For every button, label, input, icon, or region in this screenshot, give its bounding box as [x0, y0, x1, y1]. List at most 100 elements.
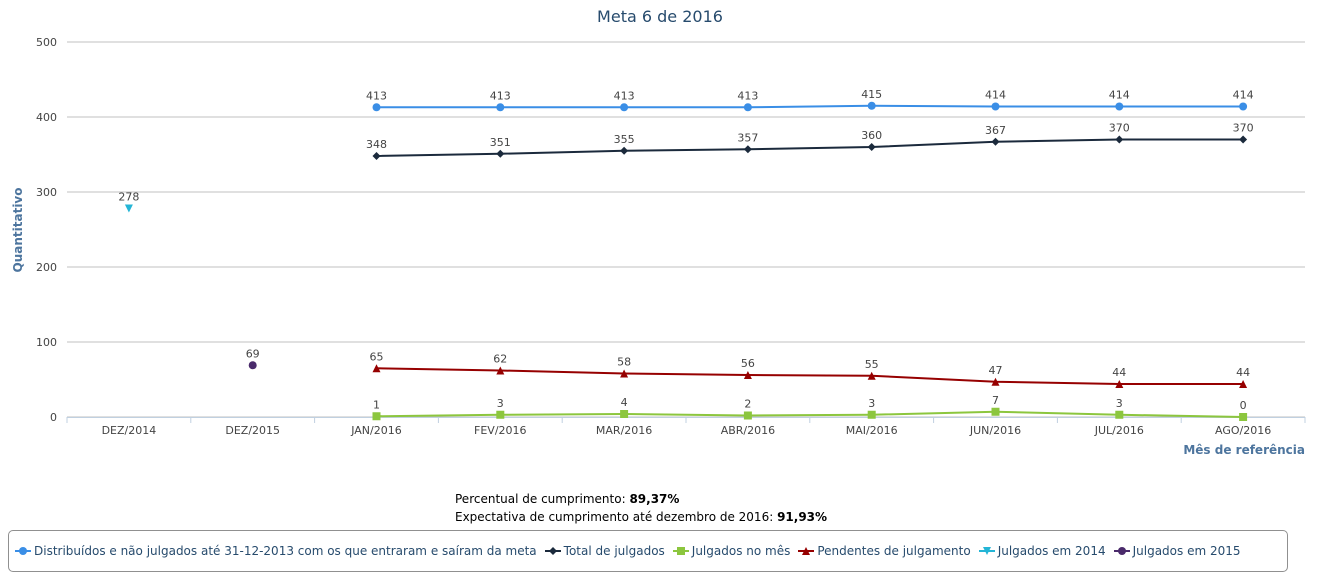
marker	[1117, 547, 1126, 555]
marker	[802, 547, 811, 555]
marker	[1239, 380, 1248, 388]
series-line	[376, 104, 1244, 109]
data-label: 4	[621, 396, 628, 409]
marker	[372, 364, 381, 373]
data-label: 69	[246, 347, 260, 360]
marker	[676, 547, 685, 555]
marker	[743, 411, 752, 420]
marker	[867, 143, 876, 151]
data-label: 58	[617, 356, 631, 369]
marker	[1115, 410, 1124, 419]
legend: Distribuídos e não julgados até 31-12-20…	[8, 530, 1288, 572]
x-tick-label: ABR/2016	[721, 424, 775, 437]
notes: Percentual de cumprimento: 89,37% Expecta…	[455, 490, 827, 526]
marker	[743, 103, 752, 112]
series-line	[376, 410, 1244, 418]
data-label: 413	[614, 89, 635, 102]
data-label: 414	[985, 89, 1006, 102]
chart-title: Meta 6 de 2016	[597, 7, 723, 26]
legend-item[interactable]: Julgados em 2014	[978, 533, 1106, 569]
y-tick-label: 400	[36, 111, 57, 124]
legend-label: Julgados no mês	[691, 543, 791, 558]
data-label: 278	[118, 191, 139, 204]
legend-item[interactable]: Pendentes de julgamento	[798, 533, 971, 569]
data-label: 414	[1109, 89, 1130, 102]
data-label: 56	[741, 357, 755, 370]
note-value: 91,93%	[777, 510, 828, 524]
x-tick-label: DEZ/2015	[225, 424, 280, 437]
data-label: 1	[373, 398, 380, 411]
data-label: 47	[989, 364, 1003, 377]
data-label: 3	[868, 397, 875, 410]
data-label: 7	[992, 394, 999, 407]
legend-symbol	[978, 547, 995, 555]
marker	[496, 149, 505, 158]
marker	[991, 137, 1000, 146]
legend-label: Pendentes de julgamento	[817, 543, 971, 558]
chart: Meta 6 de 2016 Quantitativo Mês de refer…	[11, 7, 1306, 457]
marker	[1115, 380, 1124, 388]
marker	[991, 377, 1000, 386]
legend-item[interactable]: Total de julgados	[544, 533, 665, 569]
note-value: 89,37%	[629, 492, 680, 506]
marker	[372, 152, 381, 160]
data-label: 355	[614, 133, 635, 146]
marker	[1239, 135, 1248, 144]
data-label: 413	[366, 89, 387, 102]
data-label: 348	[366, 138, 387, 151]
data-label: 413	[737, 89, 758, 102]
legend-item[interactable]: Distribuídos e não julgados até 31-12-20…	[15, 533, 537, 569]
series-line	[376, 138, 1244, 157]
data-label: 413	[490, 89, 511, 102]
y-tick-label: 100	[36, 336, 57, 349]
marker	[743, 371, 752, 379]
y-tick-label: 500	[36, 36, 57, 49]
marker	[124, 204, 133, 213]
legend-symbol	[1113, 547, 1130, 555]
data-label: 357	[737, 131, 758, 144]
marker	[867, 101, 876, 110]
data-label: 370	[1109, 122, 1130, 135]
data-label: 44	[1112, 366, 1126, 379]
y-tick-label: 0	[50, 411, 57, 424]
note: Expectativa de cumprimento até dezembro …	[455, 508, 827, 526]
marker	[496, 366, 505, 375]
data-label: 367	[985, 124, 1006, 137]
legend-symbol	[798, 547, 815, 555]
marker	[19, 547, 27, 555]
x-tick-label: JUL/2016	[1094, 424, 1144, 437]
data-label: 360	[861, 129, 882, 142]
data-label: 55	[865, 358, 879, 371]
x-tick-label: DEZ/2014	[102, 424, 157, 437]
marker	[620, 410, 629, 418]
marker	[372, 103, 381, 112]
data-label: 370	[1233, 122, 1254, 135]
series-line	[376, 367, 1244, 385]
data-label: 65	[370, 350, 384, 363]
data-label: 351	[490, 136, 511, 149]
data-label: 415	[861, 88, 882, 101]
x-tick-label: AGO/2016	[1215, 424, 1271, 437]
marker	[1115, 102, 1124, 111]
data-label: 62	[493, 353, 507, 366]
legend-symbol	[672, 547, 689, 555]
data-label: 414	[1233, 89, 1254, 102]
x-tick-label: JUN/2016	[969, 424, 1021, 437]
marker	[248, 361, 257, 370]
legend-symbol	[544, 547, 561, 555]
x-axis-label: Mês de referência	[1183, 443, 1305, 457]
legend-label: Total de julgados	[563, 543, 665, 558]
marker	[548, 547, 557, 555]
marker	[620, 146, 629, 155]
marker	[1239, 102, 1248, 111]
marker	[743, 145, 752, 154]
x-tick-label: FEV/2016	[474, 424, 527, 437]
legend-symbol	[15, 547, 31, 555]
legend-item[interactable]: Julgados em 2015	[1113, 533, 1241, 569]
legend-label: Julgados em 2014	[997, 543, 1106, 558]
legend-item[interactable]: Julgados no mês	[672, 533, 791, 569]
marker	[620, 369, 629, 378]
marker	[372, 412, 381, 421]
data-label: 44	[1236, 366, 1250, 379]
